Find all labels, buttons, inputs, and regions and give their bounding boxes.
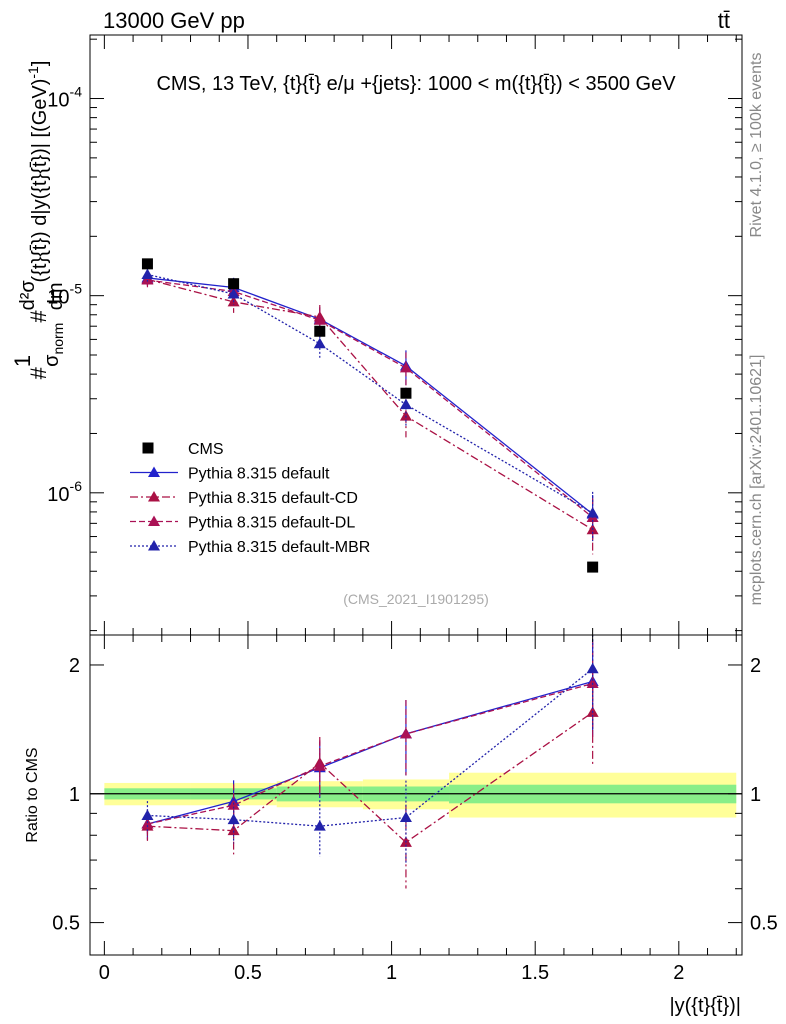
legend-label: Pythia 8.315 default-CD: [188, 490, 358, 507]
series-line: [147, 279, 594, 518]
ratio-y-tick-label: 2: [69, 655, 80, 677]
y-label-rest: ({t}{t̄}) d|y({t}{t̄})| [(GeV): [29, 79, 51, 283]
y-label-den1-sub: norm: [50, 323, 66, 355]
header-energy: 13000 GeV pp: [103, 8, 245, 33]
x-tick-label: 0: [99, 962, 110, 984]
ratio-marker: [227, 824, 240, 836]
data-point: [228, 278, 240, 290]
y-label-den1: σ: [41, 354, 63, 367]
legend-label-cms: CMS: [188, 441, 224, 458]
series-marker: [399, 361, 412, 373]
ratio-y-tick-label: 0.5: [52, 913, 80, 935]
header-process: tt̄: [718, 8, 730, 33]
legend-marker: [148, 466, 160, 477]
rivet-version-label: Rivet 4.1.0, ≥ 100k events: [748, 53, 765, 238]
legend-label: Pythia 8.315 default-DL: [188, 515, 355, 532]
legend-swatch-cms: [142, 442, 154, 454]
ratio-plot: 0 0.5 1 1.5 2 0.5 0.5 1 1 2 2: [52, 634, 778, 984]
y-label-hash2: #: [26, 310, 51, 323]
x-tick-label: 1.5: [521, 962, 549, 984]
series-marker: [141, 274, 154, 285]
legend-label: Pythia 8.315 default: [188, 466, 330, 483]
y-label-hash1: #: [26, 366, 51, 379]
y-label-num2: d²σ: [17, 280, 39, 311]
series-marker: [227, 287, 240, 299]
ratio-y-tick-label: 1: [69, 784, 80, 806]
series-marker: [313, 314, 326, 325]
legend-marker: [148, 515, 160, 526]
ratio-marker: [399, 811, 412, 823]
y-tick-label: 10-4: [47, 84, 82, 112]
y-tick-label: 10-6: [47, 478, 82, 506]
series-marker: [399, 398, 412, 410]
ratio-y-tick-label-right: 2: [750, 655, 761, 677]
ratio-marker: [313, 820, 326, 831]
y-label-unit-close: ]: [29, 61, 51, 67]
ratio-marker: [586, 662, 599, 674]
data-point: [400, 387, 412, 399]
ratio-marker: [313, 760, 326, 771]
x-axis-label: |y({t}{t̄})|: [669, 995, 741, 1017]
ratio-marker: [227, 813, 240, 825]
ratio-marker: [141, 809, 154, 820]
ratio-marker: [399, 727, 412, 739]
ratio-y-tick-label-right: 1: [750, 784, 761, 806]
data-point: [587, 561, 599, 573]
series-marker: [586, 506, 599, 518]
ratio-marker: [586, 677, 599, 689]
ratio-y-axis-label: Ratio to CMS: [24, 747, 41, 842]
legend-marker: [148, 540, 160, 551]
series-marker: [141, 268, 154, 280]
data-point: [314, 325, 326, 337]
series-marker: [399, 410, 412, 421]
legend: CMS Pythia 8.315 default Pythia 8.315 defa…: [130, 441, 370, 556]
x-tick-label: 0.5: [234, 962, 262, 984]
ratio-plot-frame: [89, 634, 743, 956]
analysis-watermark: (CMS_2021_I1901295): [343, 591, 489, 607]
ratio-marker: [141, 817, 154, 829]
ratio-y-tick-label-right: 0.5: [750, 913, 778, 935]
series-marker: [313, 337, 326, 349]
x-tick-label: 2: [673, 962, 684, 984]
data-point: [141, 258, 153, 270]
series-line: [147, 273, 593, 514]
y-tick-label: 10-5: [47, 281, 82, 309]
main-y-axis-label: #1 σnorm#d²σ dm({t}{t̄}) d|y({t}{t̄})| [(G…: [10, 61, 67, 380]
y-label-dm: dm: [45, 282, 67, 310]
plot-title: CMS, 13 TeV, {t}{t̄} e/μ +{jets}: 1000 <…: [156, 73, 676, 95]
y-label-unit-exp: -1: [25, 66, 41, 79]
x-tick-label: 1: [386, 962, 397, 984]
legend-label: Pythia 8.315 default-MBR: [188, 539, 370, 556]
legend-marker: [148, 491, 160, 502]
y-label-num1: 1: [10, 355, 35, 367]
mcplots-credit-label: mcplots.cern.ch [arXiv:2401.10621]: [748, 355, 765, 606]
main-plot: CMS, 13 TeV, {t}{t̄} e/μ +{jets}: 1000 <…: [47, 34, 743, 636]
